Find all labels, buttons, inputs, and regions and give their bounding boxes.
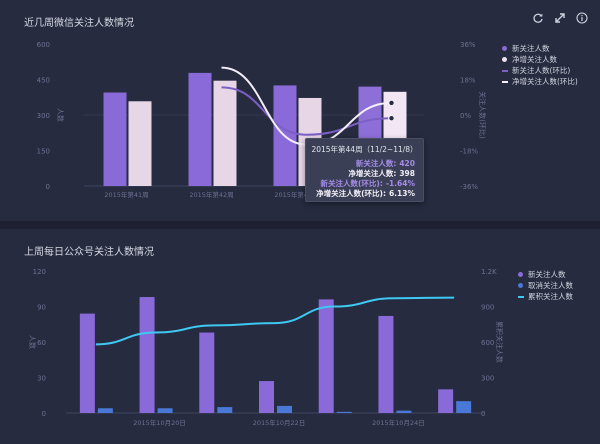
tooltip-value: 420 <box>399 159 415 168</box>
tooltip-row: 新关注人数(环比): -1.64% <box>306 179 423 189</box>
daily-followers-panel: 上周每日公众号关注人数情况 0 30 60 90 120 0 300 600 900 1.2K 人数… <box>0 229 600 444</box>
legend-label: 净增关注人数(环比) <box>512 77 578 86</box>
bar <box>438 389 454 413</box>
y-right-tick-label: 900 <box>481 304 494 312</box>
weekly-followers-panel: 近几周微信关注人数情况 0 150 300 450 600 -36% -18% 0% 18% 36… <box>0 0 600 221</box>
bar <box>336 411 352 413</box>
y-tick-label: 300 <box>37 112 50 120</box>
x-tick-label: 2015年第43周 <box>274 190 318 199</box>
y-right-tick-label: 1.2K <box>481 268 497 276</box>
x-tick-label: 2015年10月22日 <box>253 418 306 427</box>
bar <box>259 381 274 413</box>
y-right-tick-label: -36% <box>460 183 478 191</box>
legend-item[interactable]: 新关注人数(环比) <box>502 65 578 76</box>
y-right-tick-label: 36% <box>460 41 476 49</box>
line-point <box>388 114 395 122</box>
bar <box>456 401 472 413</box>
bar <box>103 92 127 186</box>
legend-item[interactable]: 新关注人数 <box>518 269 573 280</box>
legend-swatch <box>518 272 523 277</box>
x-tick-label: 2015年第42周 <box>189 190 233 199</box>
chart-legend: 新关注人数取消关注人数 累积关注人数 <box>518 269 573 302</box>
tooltip-value: 6.13% <box>388 189 415 198</box>
y-axis-label: 人数 <box>28 335 37 349</box>
tooltip-label: 净增关注人数(环比): <box>316 189 386 198</box>
tooltip-label: 净增关注人数: <box>348 169 397 178</box>
tooltip-value: 398 <box>399 169 415 178</box>
y-tick-label: 90 <box>37 304 46 312</box>
y-right-tick-label: 600 <box>481 339 494 347</box>
y-right-tick-label: -18% <box>460 148 478 156</box>
bar <box>378 315 394 413</box>
bar <box>213 80 237 186</box>
info-icon[interactable] <box>576 12 588 24</box>
y-axis-label: 人数 <box>56 108 65 122</box>
y-tick-label: 0 <box>42 410 46 418</box>
bar <box>318 299 334 413</box>
bar <box>396 410 412 413</box>
legend-label: 新关注人数(环比) <box>512 66 571 75</box>
legend-label: 取消关注人数 <box>528 281 573 290</box>
tooltip-title: 2015年第44周（11/2~11/8） <box>311 145 418 154</box>
bar <box>97 408 113 413</box>
series-line <box>95 296 455 346</box>
y-right-axis-label: 累积关注人数 <box>495 321 504 363</box>
line-point <box>388 99 395 107</box>
y-right-tick-label: 18% <box>460 77 476 85</box>
y-tick-label: 450 <box>37 77 50 85</box>
legend-label: 新关注人数 <box>512 44 550 53</box>
tooltip-row: 净增关注人数(环比): 6.13% <box>306 189 423 199</box>
y-tick-label: 60 <box>37 339 46 347</box>
bar <box>217 407 233 413</box>
y-tick-label: 30 <box>37 375 46 383</box>
y-tick-label: 0 <box>46 183 50 191</box>
legend-label: 净增关注人数 <box>512 55 557 64</box>
legend-item[interactable]: 取消关注人数 <box>518 280 573 291</box>
legend-item[interactable]: 新关注人数 <box>502 43 578 54</box>
legend-label: 累积关注人数 <box>528 292 573 301</box>
bar <box>128 101 152 186</box>
legend-swatch <box>502 69 508 72</box>
bar <box>199 332 215 413</box>
legend-item[interactable]: 累积关注人数 <box>518 291 573 302</box>
y-tick-label: 150 <box>37 148 50 156</box>
panel-title: 上周每日公众号关注人数情况 <box>24 247 154 258</box>
legend-swatch <box>502 57 507 62</box>
x-tick-label: 2015年10月20日 <box>133 418 186 427</box>
chart-tooltip: 2015年第44周（11/2~11/8） 新关注人数: 420 净增关注人数: 398… <box>305 138 424 202</box>
x-tick-label: 2015年第41周 <box>104 190 148 199</box>
y-right-axis-label: 关注人数(环比) <box>478 91 487 139</box>
weekly-followers-chart: 0 150 300 450 600 -36% -18% 0% 18% 36% 人数 关注人数(环比) 2… <box>37 41 487 199</box>
chart-legend: 新关注人数净增关注人数新关注人数(环比) 净增关注人数(环比) <box>502 43 578 87</box>
daily-followers-chart: 0 30 60 90 120 0 300 600 900 1.2K 人数 累积关注人数 2015年10月… <box>28 268 504 427</box>
bar <box>157 408 173 413</box>
panel-toolbar <box>532 12 588 24</box>
legend-swatch <box>502 80 508 83</box>
panel-title: 近几周微信关注人数情况 <box>24 18 134 29</box>
tooltip-row: 净增关注人数: 398 <box>306 169 423 179</box>
legend-swatch <box>518 295 524 298</box>
legend-swatch <box>502 46 507 51</box>
tooltip-row: 新关注人数: 420 <box>306 159 423 169</box>
bar <box>188 72 212 186</box>
legend-swatch <box>518 283 523 288</box>
bar <box>277 405 292 413</box>
tooltip-value: -1.64% <box>385 179 415 188</box>
y-right-tick-label: 0% <box>460 112 471 120</box>
tooltip-label: 新关注人数(环比): <box>320 179 383 188</box>
series-line <box>221 86 392 136</box>
y-tick-label: 120 <box>33 268 46 276</box>
legend-item[interactable]: 净增关注人数 <box>502 54 578 65</box>
x-tick-label: 2015年10月24日 <box>372 418 425 427</box>
refresh-icon[interactable] <box>532 12 544 24</box>
y-right-tick-label: 0 <box>481 410 485 418</box>
y-tick-label: 600 <box>37 41 50 49</box>
legend-label: 新关注人数 <box>528 270 566 279</box>
tooltip-label: 新关注人数: <box>355 159 397 168</box>
legend-item[interactable]: 净增关注人数(环比) <box>502 76 578 87</box>
bar <box>79 313 95 413</box>
bar <box>139 297 155 413</box>
y-right-tick-label: 300 <box>481 375 494 383</box>
expand-icon[interactable] <box>554 12 566 24</box>
